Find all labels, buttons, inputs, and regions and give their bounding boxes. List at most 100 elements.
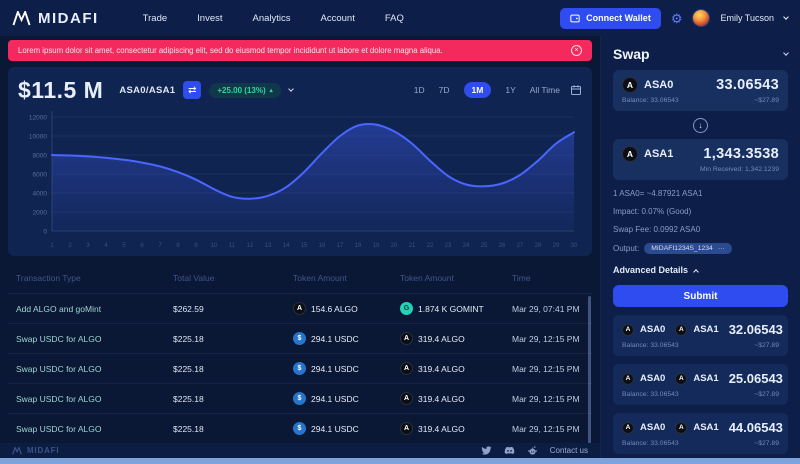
from-amount-value[interactable]: 33.06543 [716, 77, 779, 93]
banner-close-icon[interactable]: × [571, 45, 582, 56]
svg-text:14: 14 [283, 243, 290, 249]
position-card[interactable]: A ASA0 A ASA1 32.06543 Balance: 33.06543… [613, 315, 788, 356]
swap-title: Swap [613, 46, 650, 62]
svg-text:21: 21 [409, 243, 416, 249]
user-chevron-down-icon[interactable] [783, 14, 789, 20]
table-row[interactable]: Swap USDC for ALGO $225.18 $294.1 USDC A… [8, 383, 592, 413]
tx-token-amount-1: $294.1 USDC [293, 332, 400, 345]
position-token-1: ASA0 [640, 422, 666, 433]
token-usdc-icon: $ [293, 392, 306, 405]
change-badge[interactable]: +25.00 (13%) ▴ [209, 82, 281, 98]
svg-text:8: 8 [176, 243, 180, 249]
advanced-details-toggle[interactable]: Advanced Details [613, 265, 788, 275]
svg-text:4000: 4000 [33, 190, 48, 197]
range-1m[interactable]: 1M [463, 82, 492, 98]
pool-value: $11.5 M [18, 76, 104, 103]
avatar[interactable] [692, 9, 711, 27]
connect-wallet-button[interactable]: Connect Wallet [560, 7, 661, 29]
swap-direction-button[interactable]: ↓ [693, 118, 708, 133]
triangle-up-icon: ▴ [269, 87, 273, 94]
position-fiat: ~$27.89 [754, 440, 779, 447]
discord-icon[interactable] [504, 445, 515, 456]
pair-label: ASA0/ASA1 [119, 84, 176, 96]
range-7d[interactable]: 7D [438, 85, 450, 95]
tx-total-value: $225.18 [173, 423, 204, 434]
nav-item-analytics[interactable]: Analytics [252, 12, 291, 24]
tx-token-amount-1: A 154.6 ALGO [293, 302, 400, 315]
swap-pair-button[interactable]: ⇄ [183, 81, 202, 99]
tx-type-link[interactable]: Add ALGO and goMint [16, 303, 102, 314]
position-token-1: ASA0 [640, 373, 666, 384]
position-fiat: ~$27.89 [754, 391, 779, 398]
nav-item-invest[interactable]: Invest [197, 12, 223, 24]
token-asa1-icon: A [675, 323, 688, 336]
swap-to-box[interactable]: A ASA1 1,343.3538 Min Received: 1,342.12… [613, 139, 788, 180]
user-name[interactable]: Emily Tucson [720, 13, 774, 23]
nav-item-account[interactable]: Account [320, 12, 355, 24]
range-all-time[interactable]: All Time [529, 85, 560, 95]
token-usdc-icon: $ [293, 362, 306, 375]
to-token-label: ASA1 [644, 148, 674, 160]
svg-text:11: 11 [229, 243, 236, 249]
to-amount-value[interactable]: 1,343.3538 [703, 146, 779, 162]
output-address-pill[interactable]: MIDAFI1234S_1234 ··· [644, 243, 732, 254]
calendar-icon[interactable] [570, 84, 582, 96]
table-row[interactable]: Swap USDC for ALGO $225.18 $294.1 USDC A… [8, 413, 592, 443]
pair-chevron-down-icon[interactable] [287, 86, 294, 92]
impact-line: Impact: 0.07% (Good) [613, 207, 692, 216]
position-card[interactable]: A ASA0 A ASA1 25.06543 Balance: 33.06543… [613, 364, 788, 405]
brand-logo-icon [12, 10, 31, 25]
swap-direction-wrap: ↓ [613, 118, 788, 133]
brand-logo[interactable]: MIDAFI [12, 10, 99, 27]
submit-button[interactable]: Submit [613, 285, 788, 307]
from-balance: Balance: 33.06543 [622, 97, 679, 104]
range-1y[interactable]: 1Y [505, 85, 516, 95]
tx-time: Mar 29, 12:15 PM [512, 423, 580, 434]
tx-type-link[interactable]: Swap USDC for ALGO [16, 423, 102, 434]
contact-link[interactable]: Contact us [549, 446, 588, 455]
table-row[interactable]: Add ALGO and goMint $262.59 A 154.6 ALGO … [8, 293, 592, 323]
token-algo-icon: A [400, 362, 413, 375]
table-row[interactable]: Swap USDC for ALGO $225.18 $294.1 USDC A… [8, 353, 592, 383]
rate-line: 1 ASA0= ~4.87921 ASA1 [613, 189, 703, 198]
swap-from-box[interactable]: A ASA0 33.06543 Balance: 33.06543 ~$27.8… [613, 70, 788, 111]
tx-type-link[interactable]: Swap USDC for ALGO [16, 333, 102, 344]
nav-item-trade[interactable]: Trade [142, 12, 168, 24]
svg-text:12: 12 [247, 243, 254, 249]
tx-type-link[interactable]: Swap USDC for ALGO [16, 363, 102, 374]
token-asa1-icon: A [622, 146, 638, 162]
chevron-up-icon [693, 268, 699, 275]
tx-token-amount-2: A 319.4 ALGO [400, 362, 512, 375]
tx-type-link[interactable]: Swap USDC for ALGO [16, 393, 102, 404]
tx-token-amount-1: $294.1 USDC [293, 392, 400, 405]
tx-total-value: $262.59 [173, 303, 204, 314]
footer-links: Contact us [481, 445, 588, 456]
footer: MIDAFI Contact us [0, 443, 600, 458]
ellipsis-icon: ··· [717, 245, 725, 252]
token-asa0-icon: A [622, 372, 634, 385]
svg-text:23: 23 [445, 243, 452, 249]
svg-text:3: 3 [86, 243, 90, 249]
horizontal-scrollbar[interactable] [0, 458, 800, 464]
twitter-icon[interactable] [481, 445, 492, 456]
position-card[interactable]: A ASA0 A ASA1 44.06543 Balance: 33.06543… [613, 413, 788, 454]
swap-collapse-chevron-icon[interactable] [783, 50, 789, 56]
output-label: Output: [613, 244, 640, 253]
reddit-icon[interactable] [527, 445, 538, 456]
range-1d[interactable]: 1D [413, 85, 425, 95]
svg-text:29: 29 [553, 243, 560, 249]
svg-text:22: 22 [427, 243, 434, 249]
position-value: 44.06543 [728, 420, 783, 435]
footer-logo-icon [12, 446, 22, 455]
settings-gear-icon[interactable]: ⚙ [670, 10, 683, 26]
svg-text:0: 0 [43, 228, 47, 235]
nav-item-faq[interactable]: FAQ [384, 12, 404, 24]
tx-time: Mar 29, 07:41 PM [512, 303, 580, 314]
tx-time: Mar 29, 12:15 PM [512, 363, 580, 374]
tx-token-amount-1: $294.1 USDC [293, 422, 400, 435]
column-header: Transaction Type [16, 273, 81, 283]
table-scrollbar[interactable] [588, 296, 591, 444]
table-row[interactable]: Swap USDC for ALGO $225.18 $294.1 USDC A… [8, 323, 592, 353]
position-value: 25.06543 [728, 371, 783, 386]
